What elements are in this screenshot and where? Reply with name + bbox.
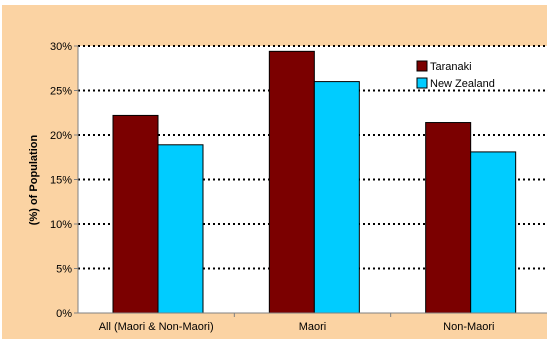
legend-label: New Zealand bbox=[430, 78, 495, 90]
bar-taranaki bbox=[425, 122, 472, 314]
y-axis-label: (%) of Population bbox=[28, 135, 40, 226]
y-tick-label: 30% bbox=[50, 41, 72, 53]
legend-label: Taranaki bbox=[430, 61, 472, 73]
y-tick-label: 0% bbox=[56, 308, 72, 320]
legend-swatch bbox=[416, 77, 428, 89]
y-tick-label: 15% bbox=[50, 175, 72, 187]
bar-new-zealand bbox=[470, 151, 517, 314]
x-tick-label: All (Maori & Non-Maori) bbox=[99, 321, 214, 333]
bar-new-zealand bbox=[313, 81, 360, 314]
bar-taranaki bbox=[112, 114, 159, 314]
y-tick-label: 5% bbox=[56, 264, 72, 276]
x-tick-label: Non-Maori bbox=[443, 321, 494, 333]
bar-new-zealand bbox=[157, 144, 204, 314]
legend-swatch bbox=[416, 60, 428, 72]
y-tick-label: 10% bbox=[50, 219, 72, 231]
y-tick-label: 20% bbox=[50, 130, 72, 142]
bar-taranaki bbox=[268, 50, 315, 314]
legend: Taranaki New Zealand bbox=[416, 60, 495, 90]
y-tick-label: 25% bbox=[50, 86, 72, 98]
x-tick-label: Maori bbox=[299, 321, 327, 333]
